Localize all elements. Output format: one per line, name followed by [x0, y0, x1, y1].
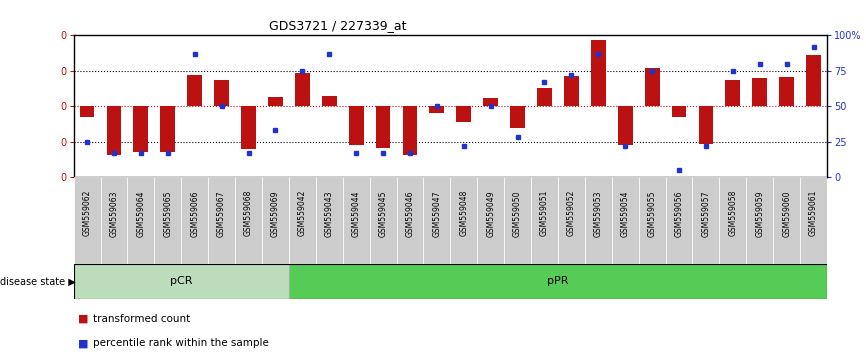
Bar — [779, 77, 794, 106]
Bar — [262, 177, 289, 264]
Text: GSM559052: GSM559052 — [567, 190, 576, 236]
Bar — [160, 106, 175, 152]
Bar — [531, 177, 558, 264]
Bar — [107, 106, 121, 155]
Bar — [295, 73, 310, 106]
Text: GSM559048: GSM559048 — [459, 190, 469, 236]
Text: GSM559042: GSM559042 — [298, 190, 307, 236]
Bar — [483, 98, 498, 106]
Bar — [746, 177, 773, 264]
Text: GSM559050: GSM559050 — [513, 190, 522, 236]
Text: GSM559055: GSM559055 — [648, 190, 656, 236]
Text: GSM559046: GSM559046 — [405, 190, 415, 236]
Bar — [74, 177, 100, 264]
Text: GSM559047: GSM559047 — [432, 190, 442, 236]
Text: GSM559049: GSM559049 — [486, 190, 495, 236]
Bar — [268, 97, 283, 106]
Text: GSM559045: GSM559045 — [378, 190, 388, 236]
Text: GSM559051: GSM559051 — [540, 190, 549, 236]
Bar — [430, 106, 444, 113]
Bar — [100, 177, 127, 264]
Bar — [235, 177, 262, 264]
Bar — [806, 55, 821, 106]
Bar — [450, 177, 477, 264]
Bar — [611, 177, 638, 264]
Bar — [726, 80, 740, 106]
Text: GSM559056: GSM559056 — [675, 190, 683, 236]
Bar — [477, 177, 504, 264]
Text: ■: ■ — [78, 314, 88, 324]
Bar — [510, 106, 525, 128]
Bar — [154, 177, 181, 264]
Bar — [644, 68, 660, 106]
Bar — [591, 40, 605, 106]
Text: GSM559066: GSM559066 — [191, 190, 199, 236]
Text: GSM559054: GSM559054 — [621, 190, 630, 236]
Bar — [672, 106, 687, 117]
Bar — [187, 75, 202, 106]
Bar — [564, 76, 578, 106]
Text: GSM559068: GSM559068 — [244, 190, 253, 236]
Bar — [74, 264, 289, 299]
Bar — [343, 177, 370, 264]
Bar — [370, 177, 397, 264]
Bar — [208, 177, 235, 264]
Bar — [80, 106, 94, 117]
Bar — [773, 177, 800, 264]
Bar — [127, 177, 154, 264]
Bar — [456, 106, 471, 122]
Bar — [720, 177, 746, 264]
Text: pPR: pPR — [547, 276, 569, 286]
Bar — [214, 80, 229, 106]
Text: GSM559053: GSM559053 — [594, 190, 603, 236]
Bar — [133, 106, 148, 152]
Bar — [316, 177, 343, 264]
Text: GSM559060: GSM559060 — [782, 190, 792, 236]
Text: GSM559067: GSM559067 — [217, 190, 226, 236]
Text: GSM559065: GSM559065 — [164, 190, 172, 236]
Bar — [638, 177, 666, 264]
Text: ■: ■ — [78, 338, 88, 348]
Bar — [617, 106, 633, 145]
Bar — [537, 88, 552, 106]
Text: GSM559059: GSM559059 — [755, 190, 765, 236]
Text: pCR: pCR — [170, 276, 192, 286]
Text: transformed count: transformed count — [93, 314, 190, 324]
Text: GSM559063: GSM559063 — [109, 190, 119, 236]
Text: GSM559061: GSM559061 — [809, 190, 818, 236]
Text: GSM559043: GSM559043 — [325, 190, 333, 236]
Text: percentile rank within the sample: percentile rank within the sample — [93, 338, 268, 348]
Text: GSM559069: GSM559069 — [271, 190, 280, 236]
Bar — [181, 177, 208, 264]
Bar — [585, 177, 611, 264]
Bar — [504, 177, 531, 264]
Bar — [693, 177, 720, 264]
Bar — [376, 106, 391, 148]
Bar — [397, 177, 423, 264]
Bar — [241, 106, 256, 149]
Bar — [403, 106, 417, 155]
Bar — [699, 106, 714, 144]
Bar — [666, 177, 693, 264]
Text: GSM559057: GSM559057 — [701, 190, 710, 236]
Bar — [800, 177, 827, 264]
Text: GSM559058: GSM559058 — [728, 190, 737, 236]
Text: GDS3721 / 227339_at: GDS3721 / 227339_at — [268, 19, 406, 32]
Bar — [289, 177, 316, 264]
Bar — [322, 96, 337, 106]
Text: disease state ▶: disease state ▶ — [0, 276, 75, 286]
Text: GSM559062: GSM559062 — [82, 190, 92, 236]
Bar — [753, 78, 767, 106]
Text: GSM559064: GSM559064 — [136, 190, 145, 236]
Text: GSM559044: GSM559044 — [352, 190, 360, 236]
Bar — [423, 177, 450, 264]
Bar — [558, 177, 585, 264]
Bar — [349, 106, 364, 145]
